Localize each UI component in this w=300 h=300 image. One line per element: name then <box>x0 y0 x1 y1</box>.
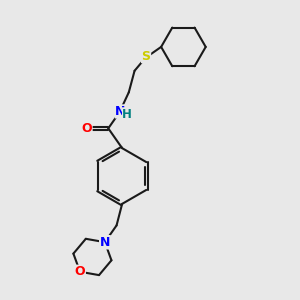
Text: N: N <box>100 236 110 249</box>
Text: O: O <box>81 122 92 135</box>
Text: S: S <box>142 50 151 63</box>
Text: O: O <box>75 265 85 278</box>
Text: N: N <box>100 236 110 249</box>
Text: N: N <box>115 105 126 118</box>
Text: H: H <box>122 107 132 121</box>
